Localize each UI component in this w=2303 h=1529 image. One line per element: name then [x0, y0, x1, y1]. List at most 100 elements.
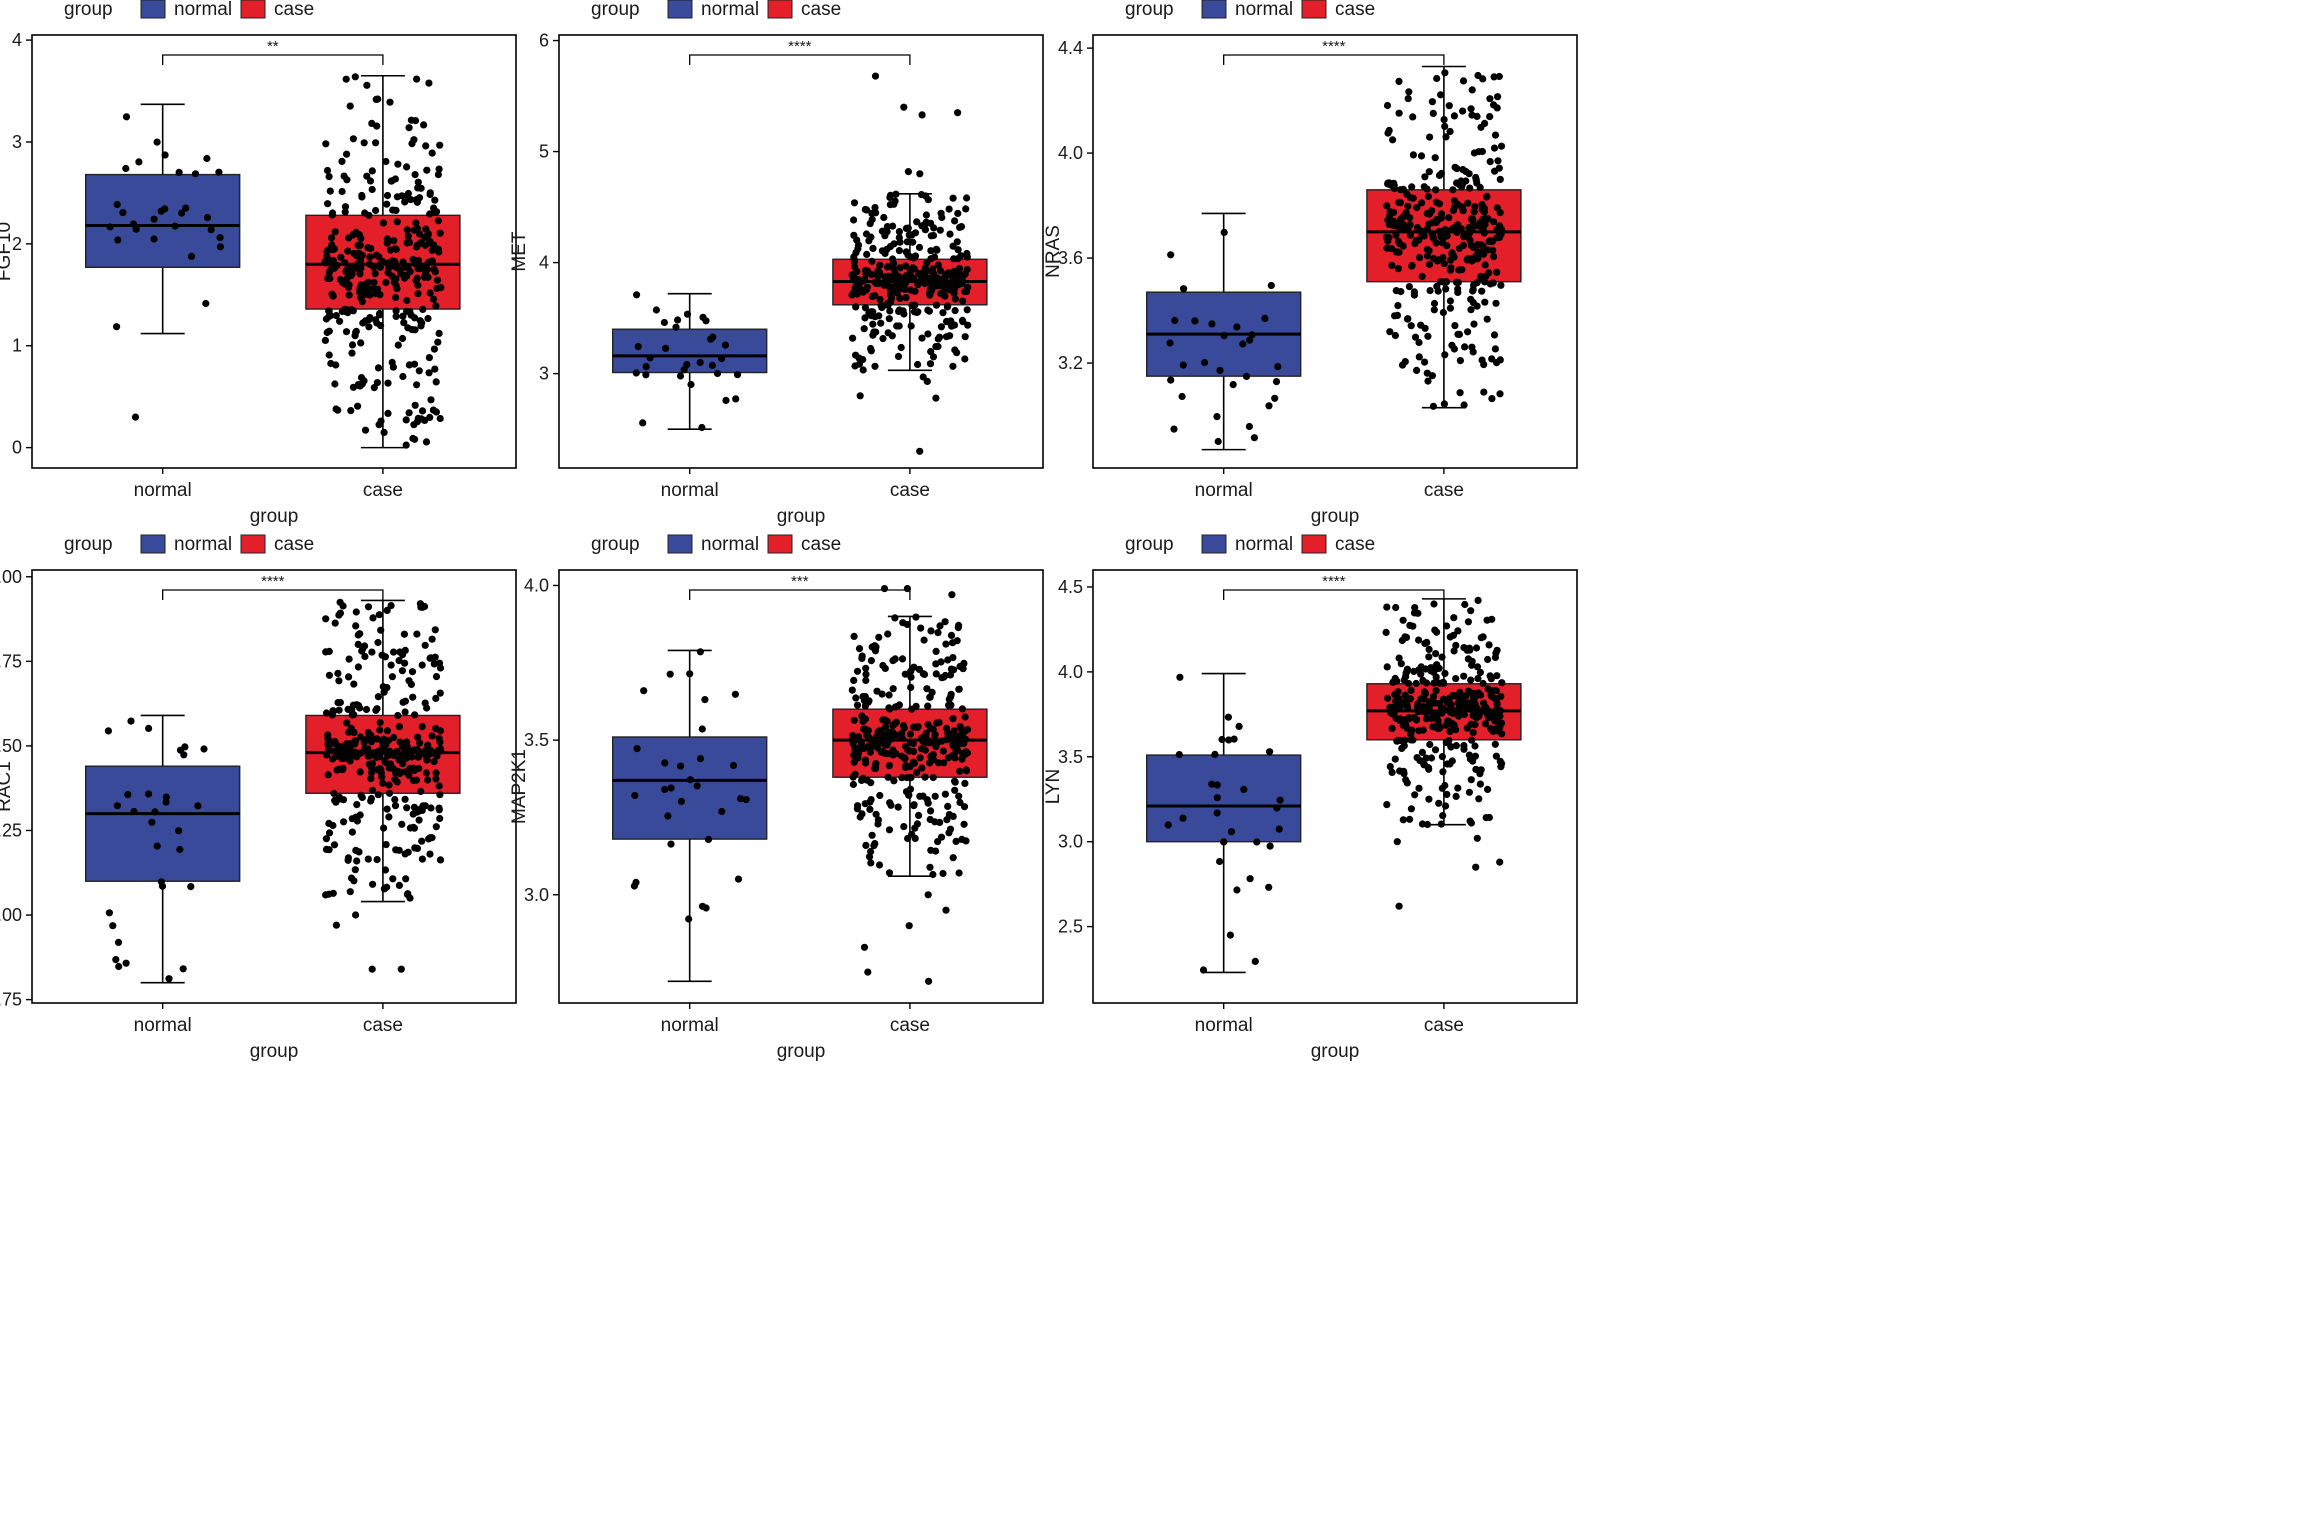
data-point	[1399, 816, 1407, 824]
data-point	[368, 185, 376, 194]
data-point	[432, 208, 441, 216]
data-point	[392, 206, 400, 214]
data-point	[109, 922, 117, 930]
data-point	[633, 745, 641, 753]
data-point	[421, 241, 429, 249]
data-point	[378, 773, 386, 781]
data-point	[175, 168, 183, 176]
data-point	[954, 209, 962, 217]
x-axis-label: group	[777, 506, 826, 527]
data-point	[380, 824, 388, 832]
data-point	[1433, 74, 1441, 83]
data-point	[348, 349, 356, 357]
significance-bracket: ****	[689, 38, 911, 65]
data-point	[429, 406, 437, 414]
data-point	[1402, 673, 1410, 681]
data-point	[411, 314, 419, 322]
data-point	[371, 270, 379, 278]
data-point	[928, 284, 937, 292]
data-point	[428, 246, 436, 254]
data-point	[701, 696, 709, 704]
data-point	[853, 667, 862, 675]
data-point	[1430, 254, 1438, 263]
data-point	[436, 141, 444, 149]
data-point	[202, 299, 210, 308]
data-point	[924, 196, 932, 204]
data-point	[910, 663, 918, 671]
data-point	[425, 369, 433, 377]
data-point	[398, 192, 406, 200]
data-point	[321, 336, 329, 344]
legend: group normal case	[591, 0, 841, 20]
data-point	[1449, 186, 1457, 194]
data-point	[1454, 288, 1462, 296]
data-point	[1395, 654, 1403, 662]
data-point	[927, 247, 935, 255]
data-point	[325, 745, 333, 753]
data-point	[640, 687, 648, 695]
data-point	[895, 247, 904, 255]
data-point	[1468, 736, 1476, 744]
data-point	[404, 232, 412, 240]
data-point	[941, 618, 949, 626]
data-point	[889, 685, 897, 693]
data-point	[632, 369, 640, 377]
data-point	[926, 360, 935, 368]
data-point	[958, 726, 966, 734]
data-point	[332, 312, 340, 320]
data-point	[1460, 401, 1468, 409]
data-point	[165, 975, 173, 983]
data-point	[1397, 215, 1405, 223]
data-point	[674, 316, 682, 324]
data-point	[963, 253, 971, 261]
data-point	[901, 670, 909, 678]
legend-label-normal: normal	[1235, 534, 1293, 555]
data-point	[925, 307, 934, 315]
data-point	[850, 676, 858, 685]
data-point	[363, 81, 371, 89]
data-point	[855, 645, 864, 653]
data-point	[1425, 795, 1433, 803]
data-point	[930, 224, 938, 232]
data-point	[1214, 437, 1222, 446]
data-point	[1393, 737, 1401, 745]
bracket-line	[1223, 589, 1445, 600]
box-iqr	[84, 765, 241, 882]
data-point	[436, 856, 445, 864]
data-point	[414, 184, 422, 192]
data-point	[892, 750, 900, 758]
legend-swatch-case	[767, 534, 793, 554]
data-point	[893, 322, 901, 330]
data-point	[863, 206, 871, 214]
data-point	[435, 782, 443, 790]
data-point	[383, 606, 391, 615]
data-point	[953, 238, 961, 246]
data-point	[432, 694, 440, 703]
x-tick-label-normal: normal	[661, 1015, 719, 1036]
data-point	[1406, 621, 1414, 630]
data-point	[124, 791, 132, 799]
data-point	[1402, 697, 1410, 705]
data-point	[900, 310, 908, 318]
data-point	[932, 660, 940, 668]
data-point	[878, 690, 886, 698]
data-point	[876, 791, 884, 800]
data-point	[356, 270, 364, 278]
data-point	[418, 723, 426, 731]
data-point	[357, 281, 365, 289]
data-point	[1274, 363, 1282, 371]
data-point	[374, 791, 382, 799]
data-point	[1446, 304, 1454, 312]
data-point	[369, 614, 377, 622]
data-point	[1493, 268, 1501, 276]
data-point	[961, 333, 969, 341]
data-point	[374, 638, 382, 647]
data-point	[1261, 314, 1269, 322]
data-point	[1418, 272, 1426, 280]
data-point	[914, 360, 922, 369]
data-point	[1383, 244, 1391, 252]
data-point	[405, 361, 413, 369]
data-point	[1167, 376, 1175, 384]
box-normal	[611, 291, 768, 432]
box-case	[1366, 596, 1522, 910]
